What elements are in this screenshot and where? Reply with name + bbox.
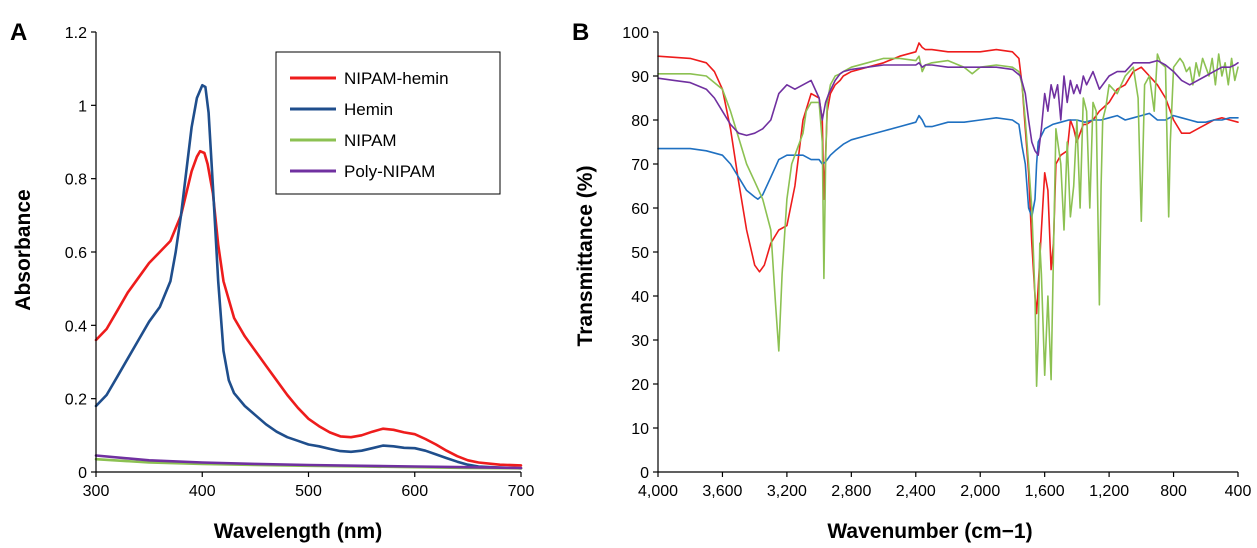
b-y-tick-label: 30 [631, 333, 649, 350]
b-x-tick-label: 1,200 [1089, 483, 1129, 500]
b-series-line-1 [657, 112, 1239, 218]
a-series-line-nipam-hemin [94, 149, 523, 467]
b-y-tick-label: 80 [631, 113, 649, 130]
a-y-tick-label: 1.2 [65, 25, 87, 42]
b-y-tick-label: 10 [631, 421, 649, 438]
panel-b-series [657, 42, 1239, 388]
panel-a-letter: A [10, 19, 27, 46]
a-x-tick-label: 300 [83, 483, 110, 500]
b-x-tick-label: 2,400 [896, 483, 936, 500]
b-y-tick-label: 60 [631, 201, 649, 218]
legend-label: NIPAM [344, 131, 397, 150]
a-x-tick-label: 400 [189, 483, 216, 500]
b-series-line-2 [657, 53, 1239, 388]
a-y-tick-label: 0 [78, 465, 87, 482]
b-y-tick-label: 90 [631, 69, 649, 86]
b-x-tick-label: 2,000 [960, 483, 1000, 500]
b-y-tick-label: 20 [631, 377, 649, 394]
panel-a-y-axis-title: Absorbance [12, 189, 35, 310]
panel-a-x-axis-title: Wavelength (nm) [214, 520, 382, 543]
a-x-tick-label: 600 [401, 483, 428, 500]
b-y-tick-label: 0 [640, 465, 649, 482]
a-x-tick-label: 700 [508, 483, 535, 500]
legend: NIPAM-hemin Hemin NIPAM Poly-NIPAM [275, 51, 501, 195]
b-x-tick-label: 400 [1225, 483, 1252, 500]
panel-a: A 300 400 500 600 700 0 0.2 0.4 0.6 0.8 1 1.2 Wave… [10, 19, 534, 543]
panel-b-x-axis-title: Wavenumber (cm−1) [827, 520, 1032, 543]
panel-a-x-ticks: 300 400 500 600 700 [83, 472, 535, 500]
panel-b-y-axis-title: Transmittance (%) [574, 166, 597, 347]
legend-label: NIPAM-hemin [344, 69, 449, 88]
a-y-tick-label: 0.8 [65, 172, 87, 189]
panel-b-letter: B [572, 19, 589, 46]
panel-a-series [94, 83, 523, 470]
a-x-tick-label: 500 [295, 483, 322, 500]
legend-label: Poly-NIPAM [344, 162, 435, 181]
panel-a-y-ticks: 0 0.2 0.4 0.6 0.8 1 1.2 [65, 25, 96, 482]
a-series-line-hemin [94, 83, 523, 470]
a-y-tick-label: 0.2 [65, 392, 87, 409]
panel-b-x-ticks: 4,000 3,600 3,200 2,800 2,400 2,000 1,600 1,200… [638, 472, 1251, 500]
b-x-tick-label: 1,600 [1025, 483, 1065, 500]
b-series-line-0 [657, 42, 1239, 315]
b-y-tick-label: 70 [631, 157, 649, 174]
legend-items: NIPAM-hemin Hemin NIPAM Poly-NIPAM [290, 69, 449, 181]
a-series-line-poly-nipam [94, 454, 523, 470]
b-x-tick-label: 3,600 [702, 483, 742, 500]
panel-b: B 4,000 3,600 3,200 2,800 2,400 2,000 1,600 1,2… [572, 19, 1251, 543]
b-x-tick-label: 800 [1160, 483, 1187, 500]
b-y-tick-label: 100 [622, 25, 649, 42]
panel-b-y-ticks: 0 10 20 30 40 50 60 70 80 90 100 [622, 25, 658, 482]
b-series-line-3 [657, 59, 1239, 156]
b-x-tick-label: 2,800 [831, 483, 871, 500]
b-x-tick-label: 4,000 [638, 483, 678, 500]
b-x-tick-label: 3,200 [767, 483, 807, 500]
a-y-tick-label: 0.4 [65, 318, 87, 335]
legend-label: Hemin [344, 100, 393, 119]
a-y-tick-label: 0.6 [65, 245, 87, 262]
b-y-tick-label: 40 [631, 289, 649, 306]
b-y-tick-label: 50 [631, 245, 649, 262]
a-y-tick-label: 1 [78, 98, 87, 115]
